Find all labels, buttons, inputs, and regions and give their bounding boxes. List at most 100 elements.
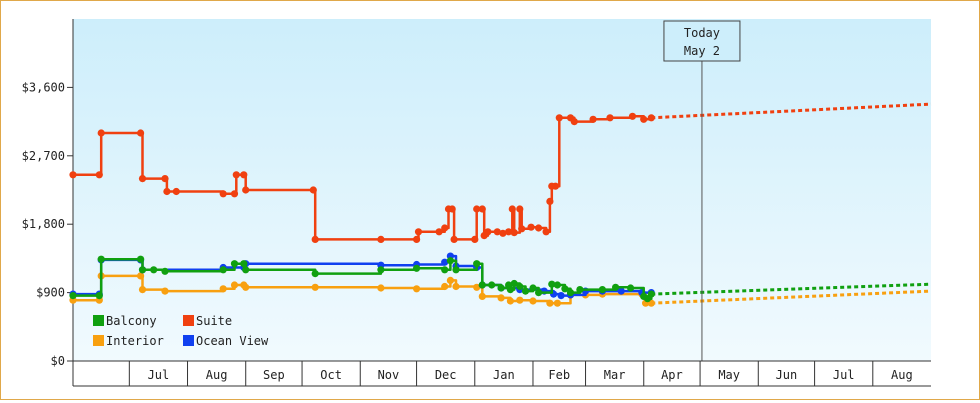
balcony-point	[548, 280, 556, 288]
legend-label-ocean-view: Ocean View	[196, 334, 269, 348]
balcony-point	[311, 270, 319, 278]
suite-point	[230, 190, 239, 198]
balcony-point	[488, 281, 496, 289]
suite-point	[546, 197, 554, 205]
interior-point	[413, 285, 421, 293]
y-tick-label: $2,700	[22, 149, 65, 163]
suite-point	[516, 205, 524, 213]
month-label: May	[718, 368, 740, 382]
today-box	[663, 20, 741, 62]
month-label: Jul	[148, 368, 170, 382]
balcony-point	[506, 286, 514, 294]
suite-point	[377, 235, 385, 243]
balcony-point	[627, 284, 635, 292]
legend: Balcony Suite Interior Ocean View	[93, 314, 269, 348]
suite-point	[219, 190, 227, 198]
x-axis: Jul Aug Sep Oct Nov Dec Jan Feb Mar Apr May Jun Jul A…	[72, 360, 931, 387]
y-tick-label: $3,600	[22, 80, 65, 94]
suite-point	[413, 235, 421, 243]
legend-label-balcony: Balcony	[106, 314, 157, 328]
interior-forecast-line	[651, 289, 932, 305]
interior-point	[446, 276, 454, 284]
suite-point	[473, 205, 481, 213]
interior-point	[138, 286, 147, 294]
interior-point	[553, 299, 562, 307]
suite-point	[570, 118, 578, 126]
suite-point	[493, 228, 501, 236]
suite-point	[161, 175, 169, 183]
suite-point	[240, 171, 248, 179]
y-tick-label: $0	[51, 354, 65, 368]
balcony-point	[446, 257, 454, 265]
interior-point	[161, 287, 169, 295]
legend-label-suite: Suite	[196, 314, 232, 328]
balcony-point	[95, 292, 103, 300]
legend-swatch-ocean-view	[183, 335, 194, 346]
suite-point	[640, 115, 648, 123]
interior-point	[377, 284, 385, 292]
today-label: Today	[684, 26, 720, 40]
suite-point	[311, 235, 319, 243]
suite-point	[510, 229, 518, 237]
suite-point	[242, 186, 250, 194]
y-tick-label: $1,800	[22, 217, 65, 231]
balcony-point	[150, 266, 158, 274]
suite-point	[542, 228, 550, 236]
suite-point	[163, 187, 171, 196]
balcony-forecast-line	[651, 282, 932, 296]
month-label: Feb	[548, 368, 570, 382]
balcony-point	[598, 286, 607, 294]
suite-point	[628, 112, 637, 120]
balcony-point	[452, 266, 460, 274]
balcony-point	[69, 292, 77, 300]
suite-point	[138, 175, 147, 183]
balcony-point	[230, 260, 239, 268]
series-lines	[69, 102, 932, 307]
suite-point	[518, 225, 526, 233]
balcony-point	[553, 281, 562, 289]
legend-label-interior: Interior	[106, 334, 164, 348]
interior-point	[546, 299, 554, 307]
interior-point	[230, 281, 239, 289]
balcony-point	[497, 284, 505, 292]
suite-point	[471, 235, 479, 243]
plot-background	[73, 19, 931, 361]
balcony-point	[529, 284, 537, 292]
balcony-point	[138, 266, 147, 274]
suite-point	[555, 114, 563, 122]
interior-point	[219, 285, 227, 293]
month-label: Oct	[320, 368, 342, 382]
ocean-view-point	[441, 258, 449, 266]
legend-swatch-interior	[93, 335, 104, 346]
month-label: Mar	[604, 368, 626, 382]
today-date-label: May 2	[684, 44, 720, 58]
balcony-point	[242, 266, 250, 274]
interior-point	[311, 283, 319, 291]
suite-point	[414, 228, 423, 236]
interior-point	[441, 282, 449, 291]
suite-point	[448, 205, 456, 213]
balcony-point	[535, 289, 543, 297]
month-label: Jan	[493, 368, 515, 382]
balcony-point	[219, 266, 227, 274]
suite-point	[95, 171, 103, 179]
suite-point	[505, 228, 513, 236]
suite-point	[478, 205, 486, 213]
suite-point	[232, 171, 240, 179]
suite-point	[97, 129, 105, 137]
balcony-point	[566, 289, 575, 297]
suite-point	[535, 224, 543, 232]
suite-point	[450, 235, 458, 243]
balcony-point	[561, 285, 569, 293]
suite-point	[137, 129, 145, 137]
y-axis: $0 $900 $1,800 $2,700 $3,600	[22, 19, 74, 368]
interior-line	[73, 274, 652, 305]
suite-point	[435, 228, 443, 236]
interior-point	[473, 283, 481, 291]
suite-point	[606, 114, 614, 122]
interior-point	[516, 296, 524, 304]
month-label: Nov	[378, 368, 400, 382]
balcony-point	[510, 279, 518, 288]
